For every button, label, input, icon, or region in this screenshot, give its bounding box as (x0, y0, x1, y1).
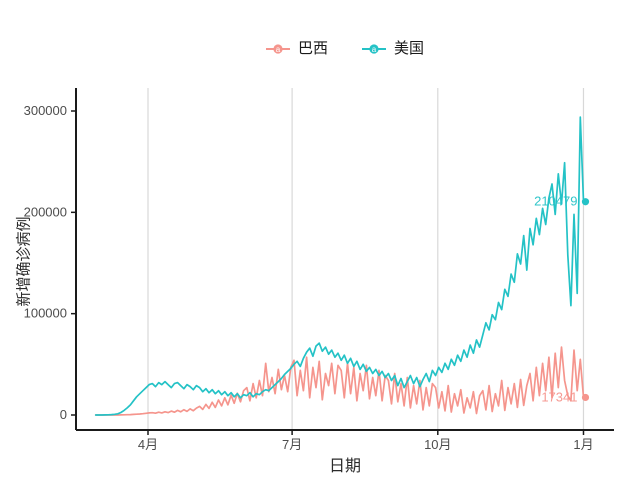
y-tick-label: 100000 (24, 306, 67, 321)
end-label-series-1: 210479 (534, 194, 577, 209)
x-tick-label: 1月 (573, 437, 593, 452)
x-tick-label: 4月 (138, 437, 158, 452)
x-tick-label: 7月 (282, 437, 302, 452)
end-label-series-0: 17341 (541, 389, 577, 404)
end-dot-series-0 (581, 393, 590, 402)
legend-label-usa: 美国 (394, 40, 425, 57)
y-axis-title: 新增确诊病例 (15, 216, 33, 307)
usa-line-point-icon: a (362, 44, 386, 54)
y-tick-label: 200000 (24, 204, 67, 219)
series-line-1 (94, 116, 585, 416)
legend: a 巴西 a 美国 (25, 40, 640, 58)
legend-item-brazil: a 巴西 (265, 40, 328, 58)
series-line-0 (94, 346, 585, 416)
y-tick-label: 0 (60, 407, 67, 422)
svg-text:a: a (372, 45, 377, 54)
legend-item-usa: a 美国 (362, 40, 424, 58)
y-tick-label: 300000 (24, 103, 67, 118)
legend-label-brazil: 巴西 (297, 40, 328, 57)
brazil-line-point-icon: a (265, 44, 290, 54)
x-axis-title: 日期 (328, 458, 361, 475)
x-tick-label: 10月 (424, 437, 451, 452)
end-dot-series-1 (581, 198, 590, 206)
svg-text:a: a (276, 45, 281, 54)
